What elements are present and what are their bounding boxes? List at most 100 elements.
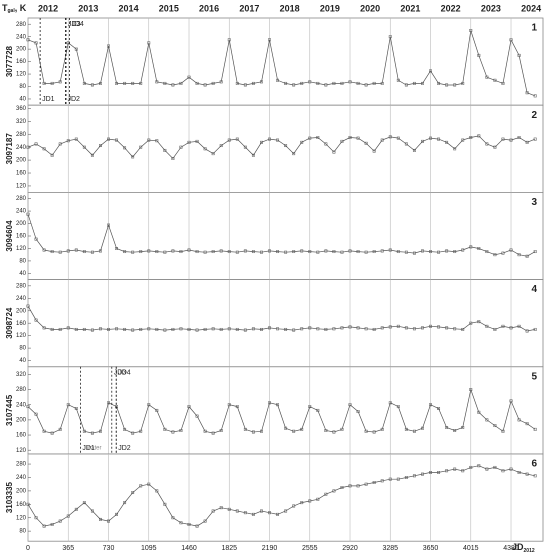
data-point [437,470,441,474]
data-point [90,250,94,254]
data-point [493,424,497,428]
data-point [155,80,159,84]
data-point [58,142,62,146]
data-point [284,426,288,430]
data-point [300,427,304,431]
data-point [453,429,457,432]
data-point [477,134,481,138]
data-point [147,327,151,331]
data-point [372,481,376,484]
panel-number: 5 [531,371,537,382]
data-point [260,250,263,254]
data-point [268,326,271,330]
data-point [437,81,441,85]
data-point [187,327,191,331]
data-point [179,327,183,331]
data-point [260,80,263,84]
data-point [396,405,400,409]
data-point [292,504,296,508]
data-point [123,250,127,254]
data-point [300,249,304,253]
panel-number: 3 [531,197,537,208]
data-point [211,327,215,331]
y-tick-label: 160 [16,502,27,508]
data-point [453,83,457,87]
data-point [82,250,86,254]
data-point [332,81,336,85]
data-point [139,145,143,149]
x2-tick-label: 2018 [280,3,300,13]
data-point [421,426,424,430]
data-point [211,431,215,435]
data-point [203,519,207,523]
data-point [42,248,46,252]
data-point [461,469,465,473]
data-point [404,427,408,431]
station-label: 3098724 [5,307,14,339]
data-point [404,326,408,330]
data-point [115,327,119,331]
data-point [139,484,143,488]
y-tick-label: 120 [16,184,27,190]
x-tick-label: 1460 [181,545,197,552]
annotation-label: water [86,446,102,452]
data-point [332,327,336,331]
data-point [107,519,110,523]
data-point [115,512,119,516]
x2-tick-label: 2012 [38,3,58,13]
data-point [509,326,513,330]
data-point [364,83,368,87]
data-point [437,325,441,329]
data-point [340,326,344,330]
data-point [90,153,94,157]
data-point [501,324,505,328]
data-point [115,81,119,85]
data-point [324,249,328,253]
data-point [284,144,288,148]
annotation-label: JD4 [118,370,131,377]
data-point [477,410,481,414]
data-point [123,81,127,85]
data-point [340,81,344,85]
x2-tick-label: 2016 [199,3,219,13]
annotation-label: JD3 [68,21,81,28]
data-point [243,249,247,253]
data-point [284,327,288,331]
data-point [348,325,352,329]
data-point [251,512,255,516]
x-tick-label: 365 [62,545,74,552]
data-point [300,81,304,85]
y-tick-label: 200 [16,417,27,423]
data-point [50,431,54,435]
annotation-label: JD3 [114,370,127,377]
data-point [235,81,239,85]
data-point [99,249,102,253]
x2-tick-label: 2023 [481,3,501,13]
data-point [147,41,151,45]
data-point [50,81,54,85]
y-tick-label: 200 [16,158,27,164]
data-point [485,467,489,471]
data-point [227,138,231,142]
data-point [356,136,360,140]
y-tick-label: 120 [16,333,27,339]
data-point [461,327,465,331]
x2-tick-label: 2022 [441,3,461,13]
data-point [308,326,312,330]
data-point [461,138,465,142]
data-point [123,427,127,431]
data-point [82,429,86,433]
data-point [412,251,416,255]
data-point [332,150,336,154]
data-point [243,328,247,332]
data-point [58,427,62,431]
data-point [131,155,135,159]
data-point [477,320,481,324]
data-point [380,138,384,142]
data-point [139,327,143,331]
x-title-main: JD [512,542,524,552]
data-point [348,136,352,139]
data-point [195,524,199,528]
y-tick-label: 120 [16,448,27,454]
data-point [276,403,280,407]
